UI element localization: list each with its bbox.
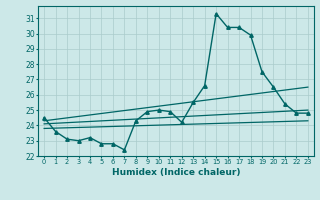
X-axis label: Humidex (Indice chaleur): Humidex (Indice chaleur) <box>112 168 240 177</box>
